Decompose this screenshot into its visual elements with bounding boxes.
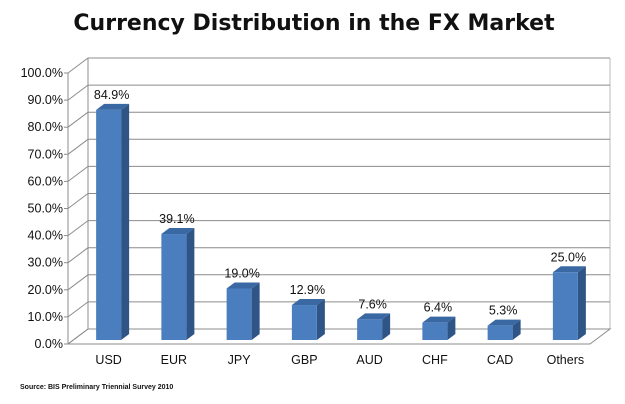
side-gridline [67,138,89,155]
bar [226,288,252,340]
data-label: 19.0% [224,267,259,281]
bar-gbp: 12.9% [290,283,325,340]
y-tick-label: 20.0% [28,283,63,297]
side-gridline [67,57,89,74]
bar-top [487,319,521,326]
bar [96,109,122,341]
x-tick-label: Others [547,353,585,367]
y-tick-label: 40.0% [28,229,63,243]
floor [66,328,612,345]
y-axis: 0.0% 10.0% 20.0% 30.0% 40.0% 50.0% 60.0% 70.0% 8… [21,66,63,351]
source-note: Source: BIS Preliminary Triennial Survey… [20,384,173,391]
bar-top [96,103,130,110]
y-tick-label: 10.0% [28,310,63,324]
bar-side [512,319,521,340]
x-tick-label: EUR [161,353,187,367]
bar-chf: 6.4% [422,301,456,340]
data-label: 5.3% [489,304,518,318]
x-tick-label: GBP [291,353,317,367]
bar-side [447,316,456,340]
y-tick-label: 90.0% [28,93,63,107]
data-label: 25.0% [551,250,586,264]
x-tick-label: CHF [422,353,448,367]
x-axis: USD EUR JPY GBP AUD CHF CAD Others [95,353,584,367]
x-tick-label: AUD [356,353,382,367]
bar-top [291,299,325,306]
bar-side [186,228,195,340]
x-tick-label: USD [95,353,121,367]
x-tick-label: CAD [487,353,513,367]
bar-side [577,266,586,340]
bar [161,234,187,340]
bar [487,325,513,340]
chart-title: Currency Distribution in the FX Market [73,11,555,36]
side-gridline [67,274,89,291]
bar-top [161,228,195,235]
y-tick-label: 60.0% [28,174,63,188]
bar-top [226,282,260,289]
side-gridline [67,84,89,101]
data-label: 12.9% [290,283,325,297]
grid [64,57,612,345]
bar-top [552,266,586,273]
bars: 84.9% 39.1% 19.0% 12.9% 7.6% 6.4% 5.3% 25.0% [94,88,586,341]
bar-cad: 5.3% [487,304,521,340]
bar-eur: 39.1% [159,212,195,340]
bar-others: 25.0% [551,250,586,340]
side-gridline [67,247,89,264]
bar-jpy: 19.0% [224,267,260,340]
data-label: 6.4% [424,301,453,315]
bar [552,272,578,340]
data-label: 84.9% [94,88,129,102]
bar [357,319,383,340]
x-tick-label: JPY [228,353,252,367]
data-label: 7.6% [358,297,387,311]
side-gridline [67,111,89,128]
y-tick-label: 30.0% [28,256,63,270]
data-label: 39.1% [159,212,194,226]
y-tick-label: 70.0% [28,147,63,161]
bar [291,305,317,340]
bar-side [121,103,130,341]
side-gridline [67,301,89,318]
bar [422,322,448,340]
side-gridline [67,220,89,237]
bar-usd: 84.9% [94,88,130,341]
bar-side [382,313,391,340]
y-tick-label: 100.0% [21,66,63,80]
bar-top [422,316,456,323]
y-tick-label: 50.0% [28,202,63,216]
side-gridline [67,165,89,182]
bar-aud: 7.6% [357,297,391,340]
side-gridline [67,193,89,209]
y-tick-label: 0.0% [35,337,64,351]
bar-side [251,282,260,340]
bar-side [316,299,325,340]
y-tick-label: 80.0% [28,120,63,134]
bar-top [357,313,391,320]
